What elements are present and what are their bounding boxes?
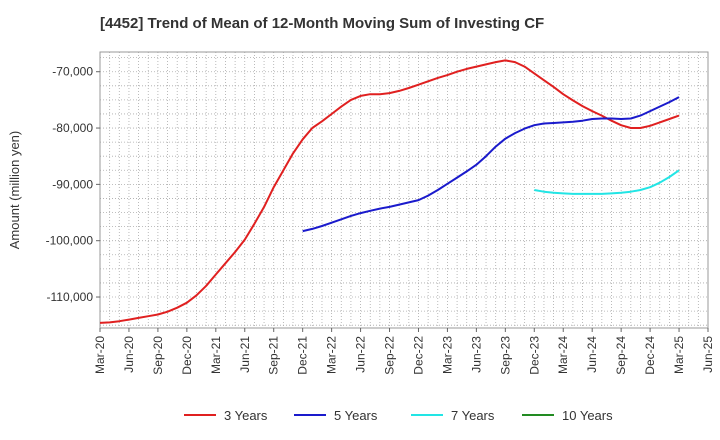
series-line-7-years [534,169,680,195]
x-tick-label: Mar-20 [93,336,107,374]
x-tick-label: Jun-22 [354,336,368,373]
series-line-5-years [302,96,680,233]
y-tick-label: -80,000 [52,121,93,135]
legend-label-10-years: 10 Years [562,408,613,423]
x-axis: Mar-20 Jun-20 Sep-20 Dec-20 Mar-21 Jun-21 Sep-… [93,328,715,375]
x-tick-label: Mar-23 [440,336,454,374]
legend: 3 Years 5 Years 7 Years 10 Years [184,408,613,423]
x-tick-label: Jun-24 [585,336,599,373]
x-tick-label: Sep-22 [383,336,397,375]
x-tick-label: Jun-20 [122,336,136,373]
y-tick-label: -90,000 [52,177,93,191]
x-tick-label: Sep-21 [267,336,281,375]
series-lines [99,59,680,324]
grid [100,52,708,328]
x-tick-label: Mar-25 [672,336,686,374]
x-tick-label: Sep-23 [498,336,512,375]
y-tick-label: -110,000 [47,290,94,304]
x-tick-label: Dec-23 [527,336,541,375]
legend-label-7-years: 7 Years [451,408,495,423]
x-tick-label: Dec-24 [643,336,657,375]
y-tick-label: -100,000 [46,234,94,248]
x-tick-label: Jun-25 [701,336,715,373]
series-line-3-years [99,59,680,324]
legend-label-3-years: 3 Years [224,408,268,423]
x-tick-label: Jun-21 [238,336,252,373]
plot-area [100,52,708,328]
x-tick-label: Sep-24 [614,336,628,375]
legend-label-5-years: 5 Years [334,408,378,423]
x-tick-label: Jun-23 [469,336,483,373]
x-tick-label: Mar-21 [209,336,223,374]
x-tick-label: Dec-22 [411,336,425,375]
x-tick-label: Dec-21 [296,336,310,375]
x-tick-label: Dec-20 [180,336,194,375]
x-tick-label: Mar-24 [556,336,570,374]
plot-frame [99,51,709,329]
x-tick-label: Mar-22 [325,336,339,374]
y-tick-label: -70,000 [52,65,93,79]
y-axis: -110,000 -100,000 -90,000 -80,000 -70,000 [46,65,100,304]
y-axis-label: Amount (million yen) [7,131,22,250]
chart-title: [4452] Trend of Mean of 12-Month Moving … [100,15,544,32]
x-tick-label: Sep-20 [151,336,165,375]
